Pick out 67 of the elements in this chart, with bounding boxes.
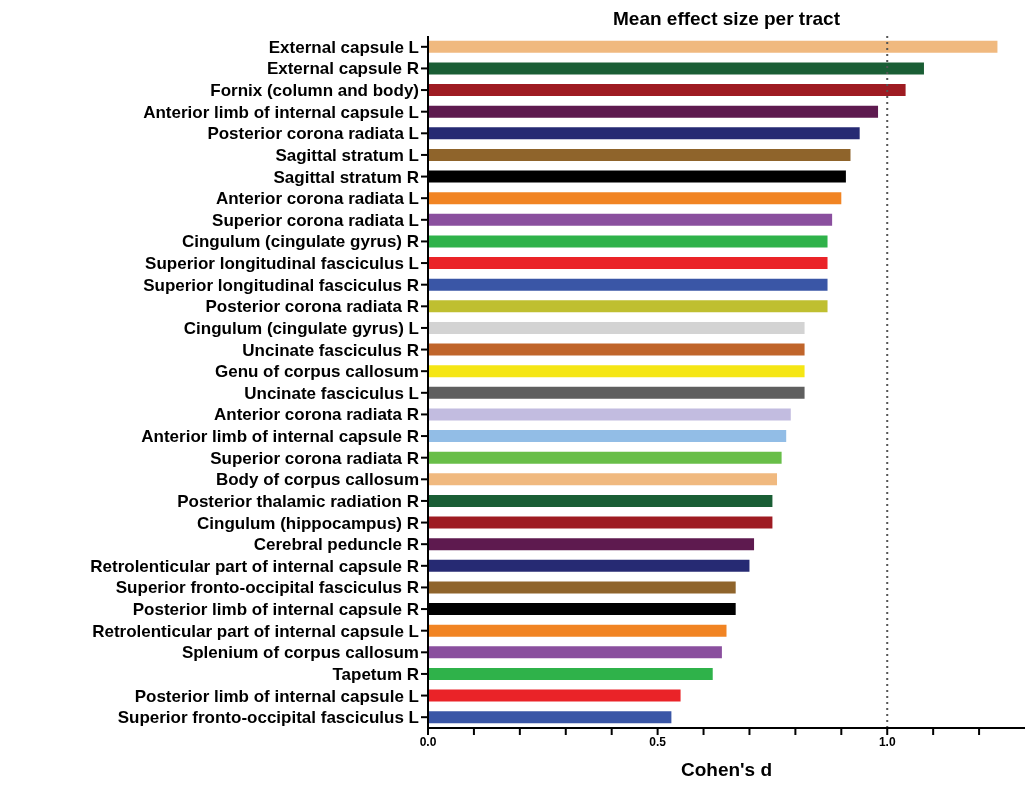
y-tick-label: Superior corona radiata R: [210, 448, 419, 468]
bar: [428, 667, 713, 680]
y-tick-label: Sagittal stratum R: [273, 167, 419, 187]
bar: [428, 148, 851, 161]
y-tick-label: Cingulum (cingulate gyrus) L: [183, 318, 419, 338]
y-tick-label: Superior longitudinal fasciculus L: [145, 254, 419, 274]
y-tick-label: Anterior corona radiata R: [214, 405, 419, 425]
bar: [428, 343, 805, 356]
x-axis-title: Cohen's d: [680, 759, 773, 780]
y-tick-label: Uncinate fasciculus L: [244, 383, 419, 403]
y-tick-label: Tapetum R: [332, 664, 419, 684]
y-tick-label: Superior corona radiata L: [212, 210, 419, 230]
y-tick-label: Superior fronto-occipital fasciculus L: [117, 708, 419, 728]
bar: [428, 127, 860, 140]
y-tick-label: Genu of corpus callosum: [214, 362, 419, 382]
y-tick-label: Retrolenticular part of internal capsule R: [90, 556, 419, 576]
bar: [428, 516, 773, 529]
y-tick-label: Uncinate fasciculus R: [242, 340, 419, 360]
x-tick-label: 0.0: [419, 734, 437, 749]
bar: [428, 300, 828, 313]
y-tick-label: Fornix (column and body): [210, 81, 419, 101]
y-tick-label: Cerebral peduncle R: [253, 535, 419, 555]
bar: [428, 538, 755, 551]
y-tick-label: Posterior thalamic radiation R: [177, 491, 419, 511]
y-tick-label: External capsule R: [266, 59, 419, 79]
bar: [428, 84, 906, 97]
bar: [428, 451, 782, 464]
bar: [428, 192, 842, 205]
bar: [428, 689, 681, 702]
y-tick-label: Superior longitudinal fasciculus R: [143, 275, 419, 295]
x-tick-label: 1.0: [878, 734, 896, 749]
bar: [428, 365, 805, 378]
y-tick-label: Posterior corona radiata R: [205, 297, 419, 317]
bar: [428, 494, 773, 507]
chart-title: Mean effect size per tract: [612, 8, 841, 30]
y-tick-label: Posterior corona radiata L: [207, 124, 419, 144]
y-tick-label: Cingulum (cingulate gyrus) R: [181, 232, 419, 252]
bar: [428, 321, 805, 334]
bar: [428, 624, 727, 637]
bar: [428, 711, 672, 724]
y-tick-label: Anterior limb of internal capsule R: [141, 427, 419, 447]
bar: [428, 278, 828, 291]
y-tick-label: Cingulum (hippocampus) R: [197, 513, 419, 533]
bar: [428, 105, 879, 118]
y-tick-label: Splenium of corpus callosum: [181, 643, 419, 663]
y-tick-label: Anterior corona radiata L: [215, 189, 419, 209]
bar: [428, 473, 778, 486]
bar: [428, 235, 828, 248]
bar: [428, 581, 736, 594]
bar: [428, 408, 791, 421]
y-tick-label: Posterior limb of internal capsule R: [132, 600, 419, 620]
y-tick-label: Sagittal stratum L: [275, 145, 419, 165]
bar: [428, 646, 722, 659]
y-tick-label: Superior fronto-occipital fasciculus R: [115, 578, 419, 598]
y-tick-label: Retrolenticular part of internal capsule L: [92, 621, 419, 641]
bar: [428, 213, 833, 226]
bar: [428, 430, 787, 443]
x-tick-label: 0.5: [649, 734, 667, 749]
bar: [428, 40, 998, 53]
bar: [428, 257, 828, 270]
bar: [428, 559, 750, 572]
bar: [428, 62, 924, 75]
y-tick-label: Posterior limb of internal capsule L: [134, 686, 419, 706]
bar: [428, 386, 805, 399]
y-tick-label: Anterior limb of internal capsule L: [143, 102, 419, 122]
y-tick-label: Body of corpus callosum: [215, 470, 419, 490]
y-tick-label: External capsule L: [268, 37, 419, 57]
